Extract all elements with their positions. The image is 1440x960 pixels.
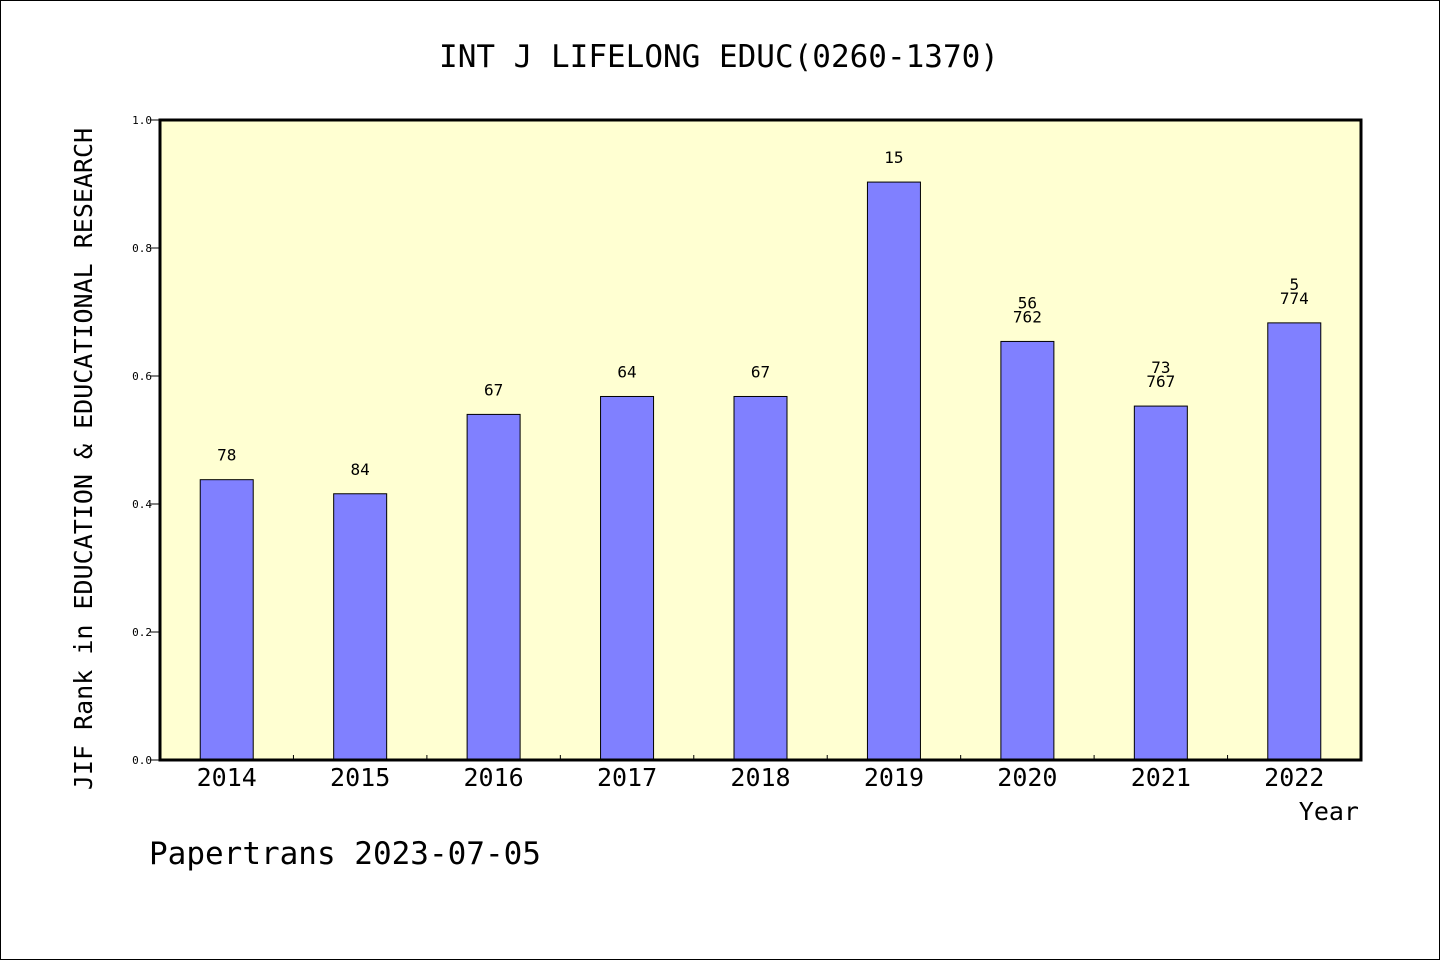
x-axis-label: Year [1299, 797, 1359, 826]
y-tick-label: 0.6 [132, 370, 152, 383]
data-label-2016: 67 [484, 380, 503, 399]
bar-2014 [199, 479, 254, 761]
x-tick-label: 2017 [597, 763, 657, 792]
y-tick-label: 0.4 [132, 498, 152, 511]
bar-2015 [333, 493, 388, 761]
bar-2021 [1133, 405, 1188, 761]
x-tick-label: 2016 [464, 763, 524, 792]
data-label-2022: 5 774 [1280, 275, 1309, 308]
x-tick-label: 2014 [197, 763, 257, 792]
data-label-2019: 15 [884, 148, 903, 167]
bar-2016 [466, 413, 521, 761]
data-label-2015: 84 [351, 460, 370, 479]
y-tick-label: 1.0 [132, 114, 152, 127]
y-tick-label: 0.8 [132, 242, 152, 255]
x-tick-label: 2015 [330, 763, 390, 792]
chart-title: INT J LIFELONG EDUC(0260-1370) [439, 39, 999, 75]
y-tick-label: 0.0 [132, 754, 152, 767]
y-tick-label: 0.2 [132, 626, 152, 639]
x-tick-label: 2018 [730, 763, 790, 792]
bars [199, 181, 1322, 761]
bar-2019 [866, 181, 921, 761]
axis-ticks: 0.0 0.2 0.4 0.6 0.8 1.0 2014 2015 2016 2017 2018 20… [132, 114, 1324, 792]
data-label-2018: 67 [751, 362, 770, 381]
bar-2022 [1267, 322, 1322, 761]
bar-2017 [600, 395, 655, 761]
data-label-2017: 64 [617, 362, 636, 381]
x-tick-label: 2022 [1264, 763, 1324, 792]
data-labels: 78 84 67 64 67 15 56 762 73 767 5 774 [217, 148, 1309, 479]
data-label-2021: 73 767 [1146, 358, 1175, 391]
x-tick-label: 2021 [1131, 763, 1191, 792]
y-axis-label: JIF Rank in EDUCATION & EDUCATIONAL RESE… [69, 128, 98, 790]
plot-border [158, 118, 1363, 762]
data-label-2014: 78 [217, 446, 236, 465]
x-tick-label: 2019 [864, 763, 924, 792]
bar-2018 [733, 395, 788, 761]
data-label-2020: 56 762 [1013, 293, 1042, 326]
bar-2020 [1000, 340, 1055, 761]
x-tick-label: 2020 [997, 763, 1057, 792]
footer-credit: Papertrans 2023-07-05 [149, 836, 541, 872]
